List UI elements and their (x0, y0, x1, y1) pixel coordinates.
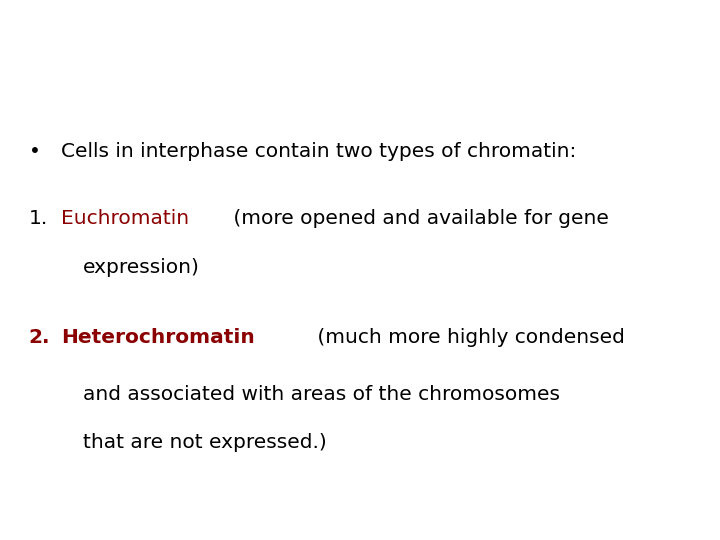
Text: (more opened and available for gene: (more opened and available for gene (227, 209, 608, 228)
Text: •: • (29, 141, 40, 161)
Text: Heterochromatin: Heterochromatin (61, 328, 255, 347)
Text: Euchromatin: Euchromatin (61, 209, 189, 228)
Text: that are not expressed.): that are not expressed.) (83, 433, 327, 453)
Text: expression): expression) (83, 258, 199, 277)
Text: 1.: 1. (29, 209, 48, 228)
Text: and associated with areas of the chromosomes: and associated with areas of the chromos… (83, 384, 560, 404)
Text: (much more highly condensed: (much more highly condensed (311, 328, 625, 347)
Text: 2.: 2. (29, 328, 50, 347)
Text: Cells in interphase contain two types of chromatin:: Cells in interphase contain two types of… (61, 141, 577, 161)
